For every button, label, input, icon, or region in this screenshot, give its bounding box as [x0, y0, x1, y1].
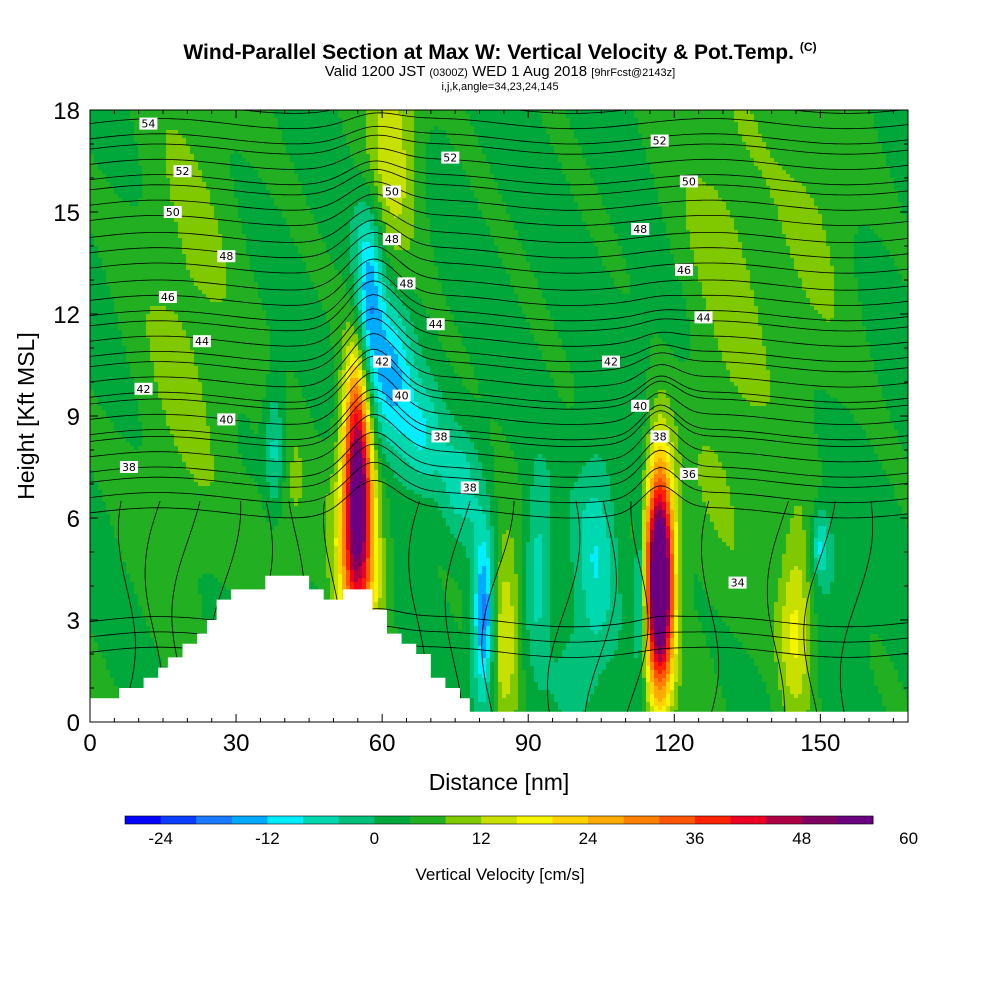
colorbar-segment	[624, 816, 660, 824]
isentrope-label: 40	[393, 390, 411, 403]
colorbar-segment	[481, 816, 517, 824]
isentrope-label: 52	[174, 165, 192, 178]
x-tick-label: 30	[223, 730, 250, 757]
x-tick-label: 0	[83, 730, 96, 757]
isentrope-label: 44	[695, 311, 713, 324]
isentrope-label: 44	[427, 318, 445, 331]
colorbar-segment	[125, 816, 161, 824]
isentrope-label: 38	[120, 461, 138, 474]
isentrope-label: 44	[193, 335, 211, 348]
colorbar: -24-120122436486072Vertical Velocity [cm…	[125, 816, 1000, 884]
isentrope-label: 48	[631, 223, 649, 236]
colorbar-tick-label: 48	[792, 829, 811, 848]
y-axis-label: Height [Kft MSL]	[13, 332, 39, 499]
colorbar-segment	[731, 816, 767, 824]
colorbar-segment	[552, 816, 588, 824]
isentrope-label: 48	[397, 277, 415, 290]
colorbar-tick-label: 0	[370, 829, 379, 848]
y-tick-label: 6	[67, 506, 80, 533]
colorbar-segment	[802, 816, 838, 824]
x-tick-label: 120	[654, 730, 694, 757]
x-tick-label: 90	[515, 730, 542, 757]
colorbar-segment	[446, 816, 482, 824]
y-tick-label: 9	[67, 404, 80, 431]
colorbar-tick-label: -12	[255, 829, 280, 848]
cross-section-chart: 0 30 60 90 120 1500369121518Distance [nm]Heig…	[0, 0, 1000, 1000]
colorbar-segment	[161, 816, 197, 824]
y-tick-label: 3	[67, 608, 80, 635]
colorbar-segment	[837, 816, 873, 824]
isentrope-label: 50	[164, 206, 182, 219]
colorbar-segment	[659, 816, 695, 824]
colorbar-segment	[303, 816, 339, 824]
isentrope-label: 36	[680, 468, 698, 481]
colorbar-segment	[196, 816, 232, 824]
isentrope-label: 48	[383, 233, 401, 246]
isentrope-label: 52	[651, 135, 669, 148]
colorbar-tick-label: 60	[899, 829, 918, 848]
isentrope-label: 52	[441, 152, 459, 165]
isentrope-label: 38	[651, 430, 669, 443]
isentrope-label: 46	[675, 264, 693, 277]
colorbar-segment	[410, 816, 446, 824]
isentrope-label: 34	[729, 577, 747, 590]
isentrope-label: 54	[139, 118, 157, 131]
colorbar-segment	[267, 816, 303, 824]
colorbar-segment	[517, 816, 553, 824]
isentrope-label: 38	[461, 481, 479, 494]
colorbar-segment	[695, 816, 731, 824]
isentrope-label: 50	[680, 175, 698, 188]
x-tick-label: 60	[369, 730, 396, 757]
isentrope-label: 46	[159, 291, 177, 304]
isentrope-label: 42	[602, 356, 620, 369]
x-tick-label: 150	[800, 730, 840, 757]
colorbar-segment	[374, 816, 410, 824]
isentrope-label: 50	[383, 186, 401, 199]
colorbar-tick-label: 24	[579, 829, 598, 848]
colorbar-segment	[588, 816, 624, 824]
isentrope-label: 38	[432, 430, 450, 443]
colorbar-tick-label: -24	[148, 829, 173, 848]
isentrope-label: 48	[217, 250, 235, 263]
y-tick-label: 15	[53, 200, 80, 227]
y-tick-label: 18	[53, 98, 80, 125]
colorbar-segment	[232, 816, 268, 824]
colorbar-tick-label: 36	[685, 829, 704, 848]
isentrope-label: 42	[135, 383, 153, 396]
y-tick-label: 12	[53, 302, 80, 329]
colorbar-segment	[339, 816, 375, 824]
isentrope-label: 42	[373, 356, 391, 369]
isentrope-label: 40	[217, 413, 235, 426]
colorbar-label: Vertical Velocity [cm/s]	[415, 865, 584, 884]
colorbar-segment	[766, 816, 802, 824]
colorbar-tick-label: 12	[472, 829, 491, 848]
x-axis-label: Distance [nm]	[429, 769, 570, 795]
isentrope-label: 40	[631, 400, 649, 413]
y-tick-label: 0	[67, 710, 80, 737]
